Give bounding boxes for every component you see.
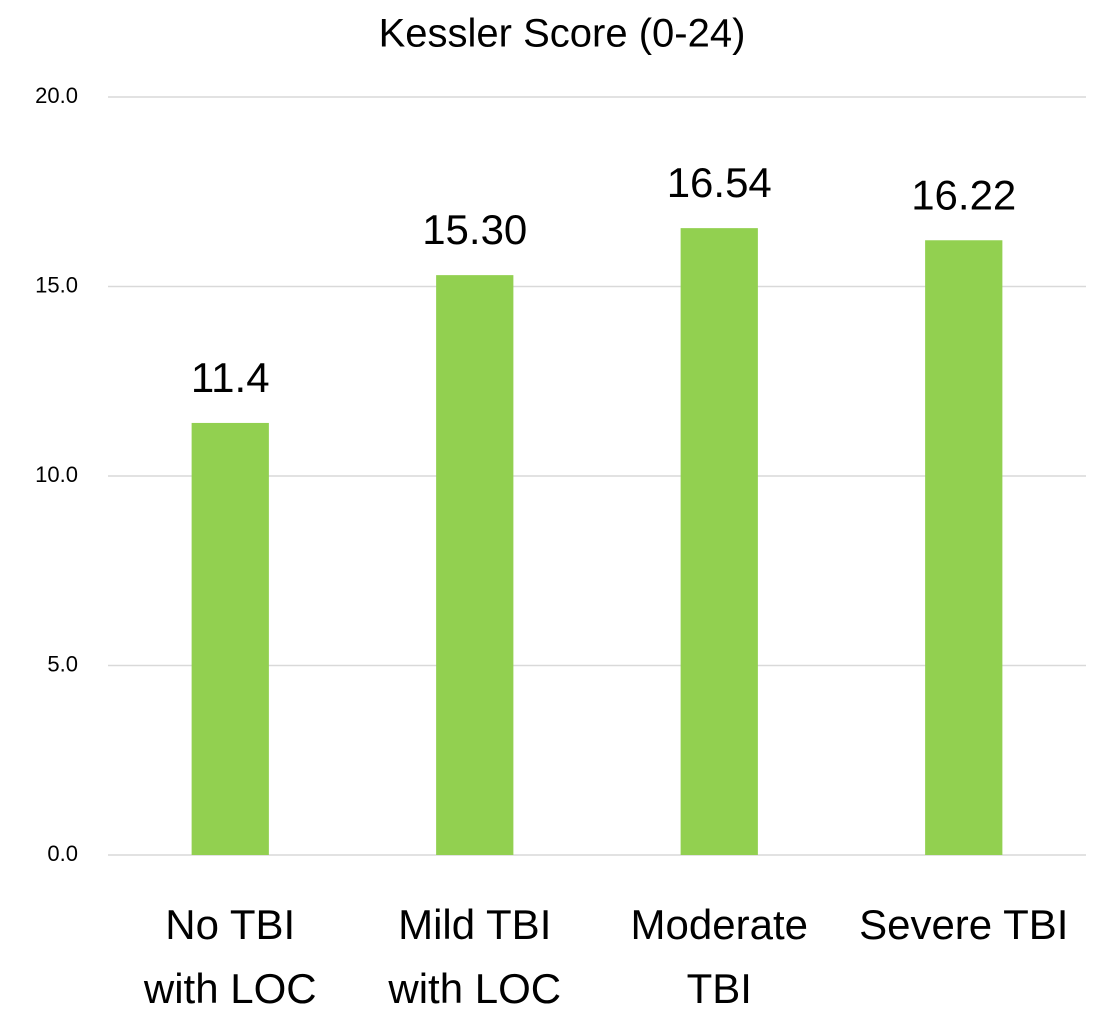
y-tick-label: 15.0 [35, 272, 78, 297]
bar [680, 228, 758, 855]
y-tick-label: 10.0 [35, 462, 78, 487]
x-tick-label: No TBI with LOC [143, 901, 317, 1009]
y-tick-label: 20.0 [35, 83, 78, 108]
chart-title: Kessler Score (0-24) [379, 12, 746, 56]
y-tick-label: 0.0 [47, 841, 78, 866]
x-tick-label: Mild TBI with LOC [388, 901, 562, 1009]
bar [191, 422, 269, 855]
data-label: 16.54 [667, 159, 772, 206]
bar [436, 275, 514, 855]
data-label: 16.22 [911, 171, 1016, 218]
x-tick-label: Severe TBI [859, 901, 1069, 948]
y-tick-label: 5.0 [47, 651, 78, 676]
x-tick-label: Moderate TBI [630, 901, 808, 1009]
data-label: 15.30 [422, 206, 527, 253]
data-label: 11.4 [191, 354, 270, 401]
bar [925, 240, 1003, 856]
